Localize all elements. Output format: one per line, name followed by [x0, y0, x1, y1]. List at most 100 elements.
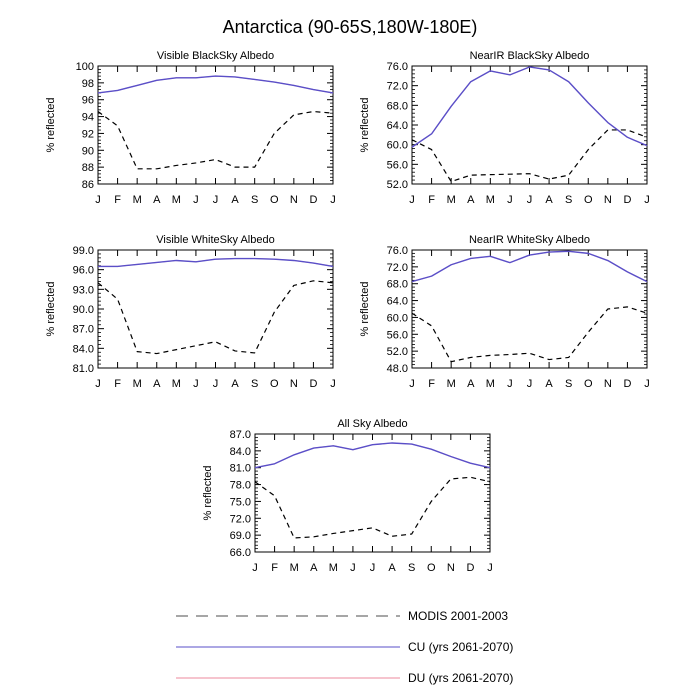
y-tick-label: 87.0 [73, 324, 94, 336]
x-tick-label: A [467, 194, 475, 206]
x-tick-label: D [623, 194, 631, 206]
y-tick-label: 94 [82, 112, 94, 124]
panel-title: All Sky Albedo [337, 418, 407, 430]
x-tick-label: M [447, 194, 456, 206]
x-tick-label: J [527, 194, 533, 206]
x-tick-label: A [545, 378, 553, 390]
x-tick-label: S [251, 194, 258, 206]
y-tick-label: 72.0 [230, 513, 251, 525]
y-tick-label: 66.0 [230, 547, 251, 559]
figure-title: Antarctica (90-65S,180W-180E) [223, 17, 478, 37]
y-tick-label: 52.0 [387, 179, 408, 191]
y-tick-label: 81.0 [230, 463, 251, 475]
x-tick-label: D [309, 378, 317, 390]
series-modis-line [411, 129, 648, 183]
x-tick-label: D [466, 562, 474, 574]
y-tick-label: 56.0 [387, 159, 408, 171]
y-tick-label: 93.0 [73, 284, 94, 296]
x-tick-label: M [486, 194, 495, 206]
y-axis-label: % reflected [202, 465, 214, 520]
y-tick-label: 69.0 [230, 530, 251, 542]
x-tick-label: J [409, 378, 415, 390]
x-tick-label: J [487, 562, 493, 574]
y-tick-label: 78.0 [230, 480, 251, 492]
x-tick-label: A [231, 194, 239, 206]
x-tick-label: F [271, 562, 278, 574]
x-tick-label: J [213, 194, 219, 206]
y-tick-label: 56.0 [387, 329, 408, 341]
x-tick-label: J [370, 562, 376, 574]
y-tick-label: 84.0 [230, 446, 251, 458]
x-tick-label: D [623, 378, 631, 390]
x-tick-label: J [644, 378, 650, 390]
x-tick-label: S [251, 378, 258, 390]
x-tick-label: N [604, 194, 612, 206]
panel-5: All Sky Albedo % reflected 66.0 69.0 72.0 75.… [202, 418, 493, 574]
x-tick-label: F [114, 194, 121, 206]
x-tick-label: J [95, 194, 101, 206]
x-tick-label: N [447, 562, 455, 574]
series-cu-line [97, 75, 334, 94]
x-tick-label: J [409, 194, 415, 206]
y-tick-label: 96.0 [73, 265, 94, 277]
panel-4: NearIR WhiteSky Albedo % reflected 48.0 52.… [359, 234, 650, 390]
y-tick-label: 87.0 [230, 429, 251, 441]
legend-modis-label: MODIS 2001-2003 [408, 609, 508, 623]
y-tick-label: 98 [82, 78, 94, 90]
panels: Visible BlackSky Albedo % reflected 86 88 90… [45, 50, 650, 574]
x-tick-label: J [527, 378, 533, 390]
panel-title: NearIR BlackSky Albedo [470, 50, 590, 62]
panel-2: NearIR BlackSky Albedo % reflected 52.0 56.… [359, 50, 650, 206]
panel-3: Visible WhiteSky Albedo % reflected 81.0 84… [45, 234, 336, 390]
x-tick-label: O [270, 194, 279, 206]
x-tick-label: O [584, 194, 593, 206]
y-tick-label: 52.0 [387, 346, 408, 358]
x-tick-label: A [310, 562, 318, 574]
x-tick-label: J [507, 194, 513, 206]
y-tick-label: 88 [82, 162, 94, 174]
y-tick-label: 68.0 [387, 279, 408, 291]
plot-frame [97, 249, 334, 369]
series-cu-line [98, 257, 334, 268]
y-tick-label: 90.0 [73, 304, 94, 316]
x-tick-label: O [427, 562, 436, 574]
series-cu-line [411, 66, 648, 148]
x-tick-label: M [133, 378, 142, 390]
series-modis-line [97, 280, 334, 355]
x-tick-label: A [231, 378, 239, 390]
panel-1: Visible BlackSky Albedo % reflected 86 88 90… [45, 50, 336, 206]
y-tick-label: 64.0 [387, 296, 408, 308]
y-tick-label: 64.0 [387, 120, 408, 132]
x-tick-label: J [252, 562, 258, 574]
series-du-line [254, 442, 491, 469]
series-modis-line [254, 476, 491, 539]
x-tick-label: S [565, 378, 572, 390]
y-tick-label: 76.0 [387, 245, 408, 257]
series-modis-line [411, 306, 648, 363]
plot-frame [97, 65, 334, 185]
x-tick-label: A [153, 378, 161, 390]
legend-cu-label: CU (yrs 2061-2070) [408, 640, 513, 654]
legend: MODIS 2001-2003 CU (yrs 2061-2070) DU (y… [176, 609, 513, 685]
panel-title: NearIR WhiteSky Albedo [469, 234, 590, 246]
y-axis-label: % reflected [45, 97, 57, 152]
y-tick-label: 96 [82, 95, 94, 107]
x-tick-label: N [604, 378, 612, 390]
x-tick-label: M [133, 194, 142, 206]
y-tick-label: 84.0 [73, 343, 94, 355]
y-tick-label: 81.0 [73, 363, 94, 375]
y-tick-label: 72.0 [387, 262, 408, 274]
x-tick-label: A [388, 562, 396, 574]
series-cu-line [254, 442, 491, 469]
x-tick-label: F [428, 378, 435, 390]
y-tick-label: 86 [82, 179, 94, 191]
y-axis-label: % reflected [359, 97, 371, 152]
x-tick-label: J [193, 194, 199, 206]
plot-frame [254, 433, 491, 553]
y-tick-label: 76.0 [387, 61, 408, 73]
x-tick-label: J [95, 378, 101, 390]
panel-title: Visible BlackSky Albedo [157, 50, 274, 62]
x-tick-label: M [172, 378, 181, 390]
series-cu-line [411, 250, 648, 283]
